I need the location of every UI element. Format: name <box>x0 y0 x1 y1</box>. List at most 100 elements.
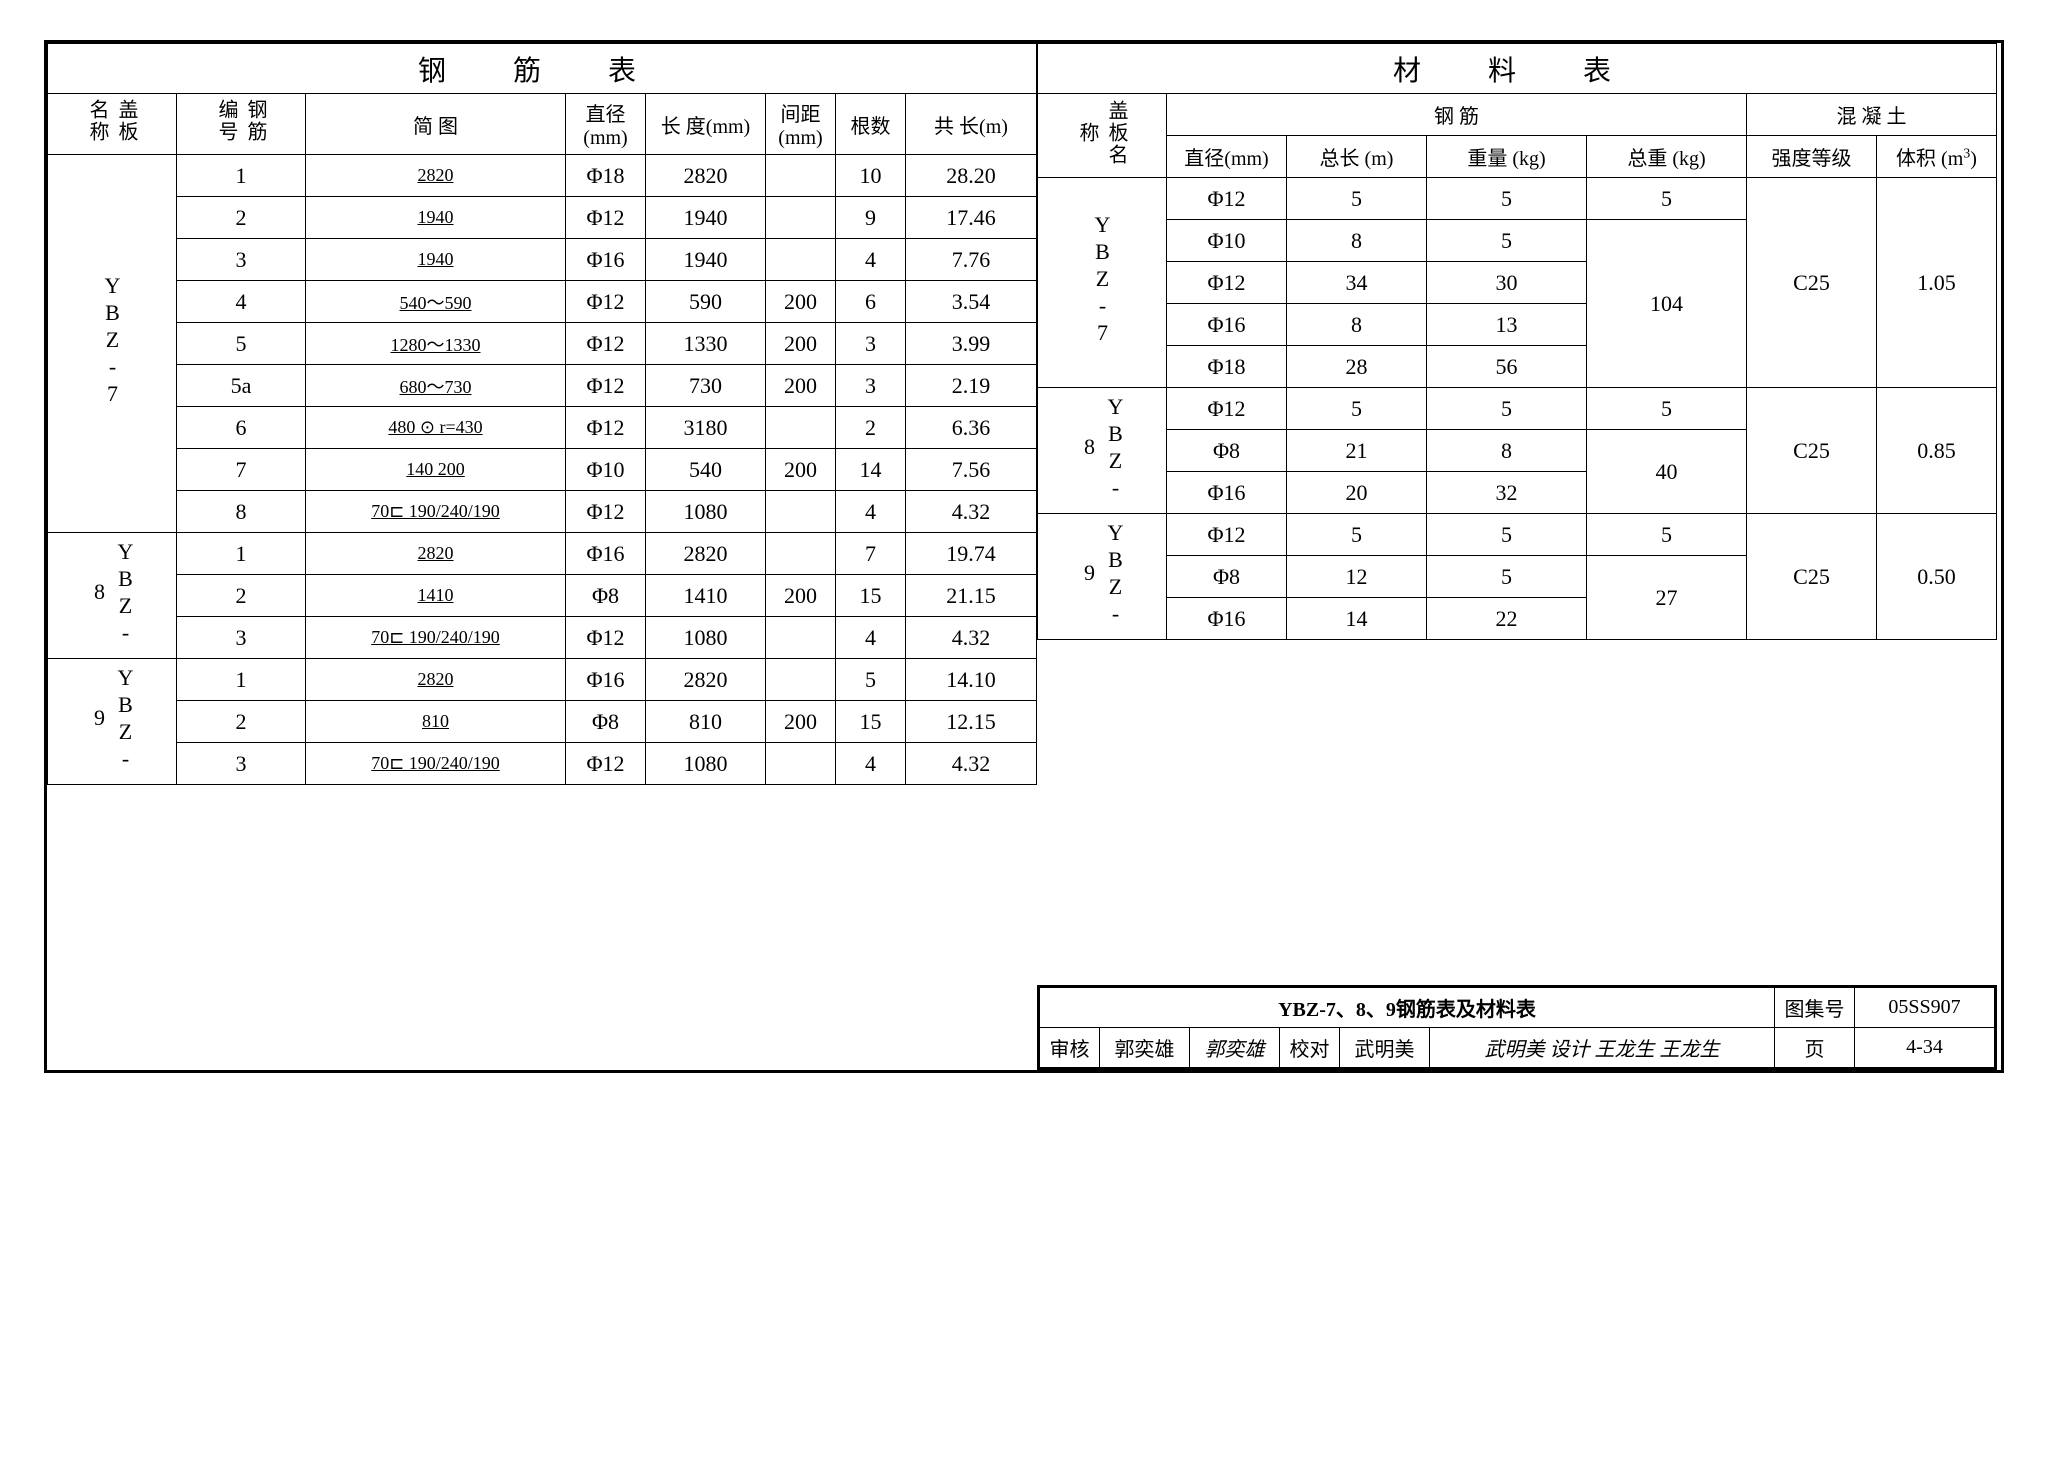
cell <box>766 197 836 239</box>
cell: Φ10 <box>1167 220 1287 262</box>
cell: 14.10 <box>906 659 1037 701</box>
cell: 590 <box>646 281 766 323</box>
cell: 28.20 <box>906 155 1037 197</box>
table-row: 4540～590Φ1259020063.54 <box>48 281 1037 323</box>
title-block: YBZ-7、8、9钢筋表及材料表 图集号 05SS907 审核 郭奕雄 郭奕雄 … <box>1037 985 1997 1070</box>
hdr-diagram: 简 图 <box>306 94 566 155</box>
cell: Φ12 <box>1167 388 1287 430</box>
cell: Φ12 <box>566 197 646 239</box>
cell: 70⊏ 190/240/190 <box>306 743 566 785</box>
cell: 28 <box>1287 346 1427 388</box>
mhdr-volume: 体积 (m3) <box>1877 136 1997 178</box>
cell: 540 <box>646 449 766 491</box>
table-row: YBZ-8Φ12555C250.85 <box>1038 388 1997 430</box>
mhdr-concrete: 混 凝 土 <box>1747 94 1997 136</box>
cell: 1940 <box>306 197 566 239</box>
cell <box>766 617 836 659</box>
total-weight-merged: 40 <box>1587 430 1747 514</box>
cell: 21 <box>1287 430 1427 472</box>
hdr-total-len: 共 长(m) <box>906 94 1037 155</box>
table-row: 51280～1330Φ12133020033.99 <box>48 323 1037 365</box>
cell: 7 <box>177 449 306 491</box>
tables-container: 钢 筋 表 盖板名称 钢筋编号 简 图 直径(mm) 长 度(mm) 间距(mm… <box>47 43 2001 785</box>
cell: Φ18 <box>566 155 646 197</box>
total-weight-merged: 27 <box>1587 556 1747 640</box>
cell: 540～590 <box>306 281 566 323</box>
cell: Φ8 <box>1167 556 1287 598</box>
plate-name-cell: YBZ-7 <box>1038 178 1167 388</box>
cell: 200 <box>766 323 836 365</box>
review-name: 郭奕雄 <box>1100 1028 1190 1068</box>
mhdr-plate-name: 盖板名称 <box>1038 94 1167 178</box>
cell: 14 <box>836 449 906 491</box>
cell: 12.15 <box>906 701 1037 743</box>
mhdr-steel: 钢 筋 <box>1167 94 1747 136</box>
cell: Φ10 <box>566 449 646 491</box>
cell: 10 <box>836 155 906 197</box>
volume-cell: 1.05 <box>1877 178 1997 388</box>
cell: Φ16 <box>1167 472 1287 514</box>
hdr-count: 根数 <box>836 94 906 155</box>
cell <box>766 491 836 533</box>
cell: Φ16 <box>566 239 646 281</box>
cell: Φ8 <box>566 575 646 617</box>
cell <box>766 155 836 197</box>
cell <box>766 533 836 575</box>
cell: 7.76 <box>906 239 1037 281</box>
cell: 8 <box>1287 304 1427 346</box>
cell <box>766 743 836 785</box>
cell: 3 <box>836 365 906 407</box>
table-row: 21410Φ814102001521.15 <box>48 575 1037 617</box>
table-row: 31940Φ16194047.76 <box>48 239 1037 281</box>
cell: Φ12 <box>566 491 646 533</box>
total-weight-cell: 5 <box>1587 178 1747 220</box>
cell: 200 <box>766 449 836 491</box>
cell: 3.54 <box>906 281 1037 323</box>
table-row: 5a680～730Φ1273020032.19 <box>48 365 1037 407</box>
table-row: 21940Φ121940917.46 <box>48 197 1037 239</box>
cell: 1410 <box>306 575 566 617</box>
cell: 6 <box>177 407 306 449</box>
cell: 1940 <box>646 239 766 281</box>
cell: 4 <box>836 743 906 785</box>
cell: 8 <box>1287 220 1427 262</box>
page-label: 页 <box>1775 1028 1855 1068</box>
cell: Φ8 <box>566 701 646 743</box>
table-row: YBZ-912820Φ162820514.10 <box>48 659 1037 701</box>
cell: 56 <box>1427 346 1587 388</box>
cell: 2 <box>177 701 306 743</box>
cell: 3180 <box>646 407 766 449</box>
cell: 200 <box>766 365 836 407</box>
cell: 5 <box>177 323 306 365</box>
plate-name-cell: YBZ-7 <box>48 155 177 533</box>
grade-cell: C25 <box>1747 388 1877 514</box>
cell: 30 <box>1427 262 1587 304</box>
table-row: 370⊏ 190/240/190Φ12108044.32 <box>48 617 1037 659</box>
drawing-sheet: 钢 筋 表 盖板名称 钢筋编号 简 图 直径(mm) 长 度(mm) 间距(mm… <box>44 40 2004 1073</box>
cell: Φ16 <box>1167 304 1287 346</box>
cell: 4 <box>836 491 906 533</box>
cell: 2 <box>836 407 906 449</box>
cell: 7.56 <box>906 449 1037 491</box>
cell: 9 <box>836 197 906 239</box>
check-name: 武明美 <box>1340 1028 1430 1068</box>
cell: Φ16 <box>566 659 646 701</box>
total-weight-cell: 5 <box>1587 388 1747 430</box>
cell: 22 <box>1427 598 1587 640</box>
cell: 2820 <box>306 155 566 197</box>
review-sig: 郭奕雄 <box>1190 1028 1280 1068</box>
page-no: 4-34 <box>1855 1028 1995 1068</box>
cell: Φ18 <box>1167 346 1287 388</box>
cell: 4 <box>836 617 906 659</box>
hdr-plate-name: 盖板名称 <box>48 94 177 155</box>
cell: Φ16 <box>1167 598 1287 640</box>
check-label: 校对 <box>1280 1028 1340 1068</box>
mhdr-total-weight: 总重 (kg) <box>1587 136 1747 178</box>
cell: 4.32 <box>906 743 1037 785</box>
cell: 5 <box>1427 388 1587 430</box>
cell <box>766 659 836 701</box>
plate-name-cell: YBZ-8 <box>1038 388 1167 514</box>
cell: 1940 <box>306 239 566 281</box>
cell: 20 <box>1287 472 1427 514</box>
cell: 2 <box>177 575 306 617</box>
